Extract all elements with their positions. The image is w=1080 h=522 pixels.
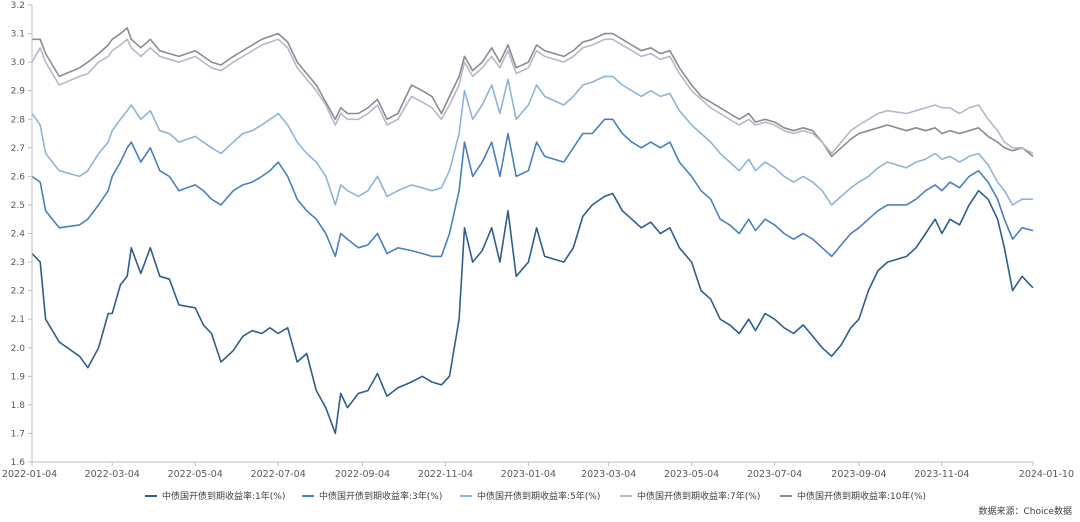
- axes: 1.6 1.7 1.8 1.9 2.0 2.1 2.2 2.3 2.4 2.5 2.6 2.7 2.8 2…: [2, 1, 1074, 480]
- legend-label: 中债国开债到期收益率:1年(%): [162, 492, 286, 502]
- legend-item-4: 中债国开债到期收益率:7年(%): [620, 489, 760, 502]
- legend-item-2: 中债国开债到期收益率:3年(%): [302, 489, 442, 502]
- x-tick-label: 2022-09-04: [335, 469, 390, 480]
- y-tick-label: 2.9: [11, 87, 26, 97]
- x-tick-label: 2022-11-04: [418, 469, 473, 480]
- chart-legend: 中债国开债到期收益率:1年(%) 中债国开债到期收益率:3年(%) 中债国开债到期收…: [0, 489, 1080, 505]
- legend-item-3: 中债国开债到期收益率:5年(%): [460, 489, 600, 502]
- x-tick-label: 2023-09-04: [831, 469, 886, 480]
- legend-label: 中债国开债到期收益率:7年(%): [637, 492, 761, 502]
- legend-swatch: [460, 494, 472, 497]
- y-tick-label: 1.6: [11, 458, 26, 468]
- y-tick-label: 1.9: [11, 372, 26, 382]
- legend-label: 中债国开债到期收益率:3年(%): [319, 492, 443, 502]
- y-tick-label: 3.0: [11, 58, 26, 68]
- y-tick-label: 3.2: [11, 1, 25, 11]
- line-chart: 1.6 1.7 1.8 1.9 2.0 2.1 2.2 2.3 2.4 2.5 2.6 2.7 2.8 2…: [2, 1, 1074, 480]
- series-line-3: [31, 75, 1033, 206]
- y-tick-label: 1.7: [11, 429, 25, 439]
- y-tick-label: 2.5: [11, 201, 25, 211]
- series-line-1: [31, 189, 1034, 435]
- legend-swatch: [780, 494, 792, 497]
- x-tick-label: 2023-03-04: [581, 469, 636, 480]
- y-tick-label: 2.7: [11, 144, 25, 154]
- x-tick-label: 2022-03-04: [85, 469, 140, 480]
- y-tick-label: 2.6: [11, 172, 26, 182]
- source-note: 数据来源：Choice数据: [978, 507, 1072, 517]
- y-tick-label: 2.2: [11, 287, 25, 297]
- x-tick-label: 2023-11-04: [914, 469, 969, 480]
- x-tick-label: 2022-07-04: [251, 469, 306, 480]
- legend-item-5: 中债国开债到期收益率:10年(%): [780, 489, 926, 502]
- legend-label: 中债国开债到期收益率:10年(%): [797, 492, 927, 502]
- series-line-4: [31, 38, 1034, 155]
- series-line-5: [32, 27, 1034, 158]
- y-tick-label: 2.3: [11, 258, 25, 268]
- y-tick-label: 2.1: [11, 315, 25, 325]
- legend-item-1: 中债国开债到期收益率:1年(%): [145, 489, 285, 502]
- x-tick-label: 2024-01-10: [1019, 469, 1074, 480]
- x-tick-label: 2023-01-04: [501, 469, 556, 480]
- y-tick-label: 2.8: [11, 115, 26, 125]
- y-tick-label: 2.0: [11, 344, 26, 354]
- x-tick-label: 2022-01-04: [2, 469, 57, 480]
- x-tick-label: 2023-07-04: [747, 469, 802, 480]
- y-tick-label: 2.4: [11, 230, 26, 240]
- x-tick-label: 2022-05-04: [168, 469, 223, 480]
- legend-label: 中债国开债到期收益率:5年(%): [477, 492, 601, 502]
- legend-swatch: [620, 494, 632, 497]
- series-lines: [31, 27, 1034, 435]
- y-tick-label: 1.8: [11, 401, 26, 411]
- x-tick-label: 2023-05-04: [664, 469, 719, 480]
- y-tick-label: 3.1: [11, 30, 25, 40]
- legend-swatch: [302, 494, 314, 497]
- series-line-2: [31, 118, 1034, 258]
- legend-swatch: [145, 494, 157, 497]
